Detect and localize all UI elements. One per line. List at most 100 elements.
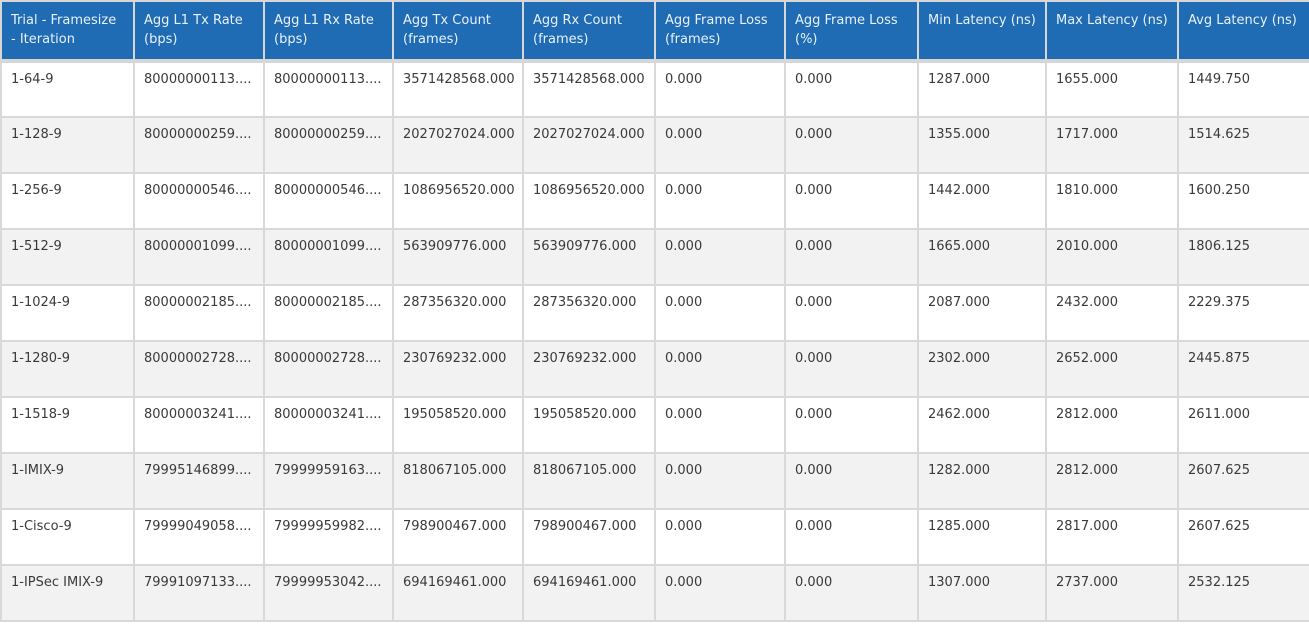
table-cell: 1810.000	[1045, 172, 1179, 230]
table-cell: 2812.000	[1045, 396, 1179, 454]
table-cell: 80000002185....	[133, 284, 265, 342]
table-cell: 230769232.000	[392, 340, 524, 398]
table-cell: 80000001099....	[263, 228, 394, 286]
table-cell: 0.000	[784, 396, 919, 454]
table-cell: 0.000	[654, 452, 786, 510]
table-cell: 1307.000	[917, 564, 1047, 622]
table-cell: 80000000259....	[133, 116, 265, 174]
table-row[interactable]: 1-128-9 80000000259.... 80000000259.... 202…	[0, 116, 1309, 174]
table-cell: 2812.000	[1045, 452, 1179, 510]
table-cell: 0.000	[784, 508, 919, 566]
table-cell: 1285.000	[917, 508, 1047, 566]
table-cell: 0.000	[784, 564, 919, 622]
table-cell: 1514.625	[1177, 116, 1309, 174]
table-cell: 1600.250	[1177, 172, 1309, 230]
table-row[interactable]: 1-512-9 80000001099.... 80000001099.... 563…	[0, 228, 1309, 286]
column-header-3[interactable]: Agg Tx Count (frames)	[392, 0, 524, 63]
table-cell: 1449.750	[1177, 60, 1309, 118]
table-cell: 0.000	[784, 340, 919, 398]
column-header-7[interactable]: Min Latency (ns)	[917, 0, 1047, 63]
table-cell: 80000000259....	[263, 116, 394, 174]
table-cell: 2607.625	[1177, 452, 1309, 510]
table-cell: 0.000	[654, 172, 786, 230]
table-cell: 1665.000	[917, 228, 1047, 286]
table-cell: 1-64-9	[0, 60, 135, 118]
table-cell: 1086956520.000	[522, 172, 656, 230]
table-cell: 694169461.000	[392, 564, 524, 622]
column-header-8[interactable]: Max Latency (ns)	[1045, 0, 1179, 63]
table-cell: 287356320.000	[392, 284, 524, 342]
table-cell: 1-1280-9	[0, 340, 135, 398]
table-cell: 0.000	[654, 60, 786, 118]
table-cell: 80000002728....	[133, 340, 265, 398]
table-cell: 1-Cisco-9	[0, 508, 135, 566]
table-cell: 195058520.000	[392, 396, 524, 454]
table-cell: 1442.000	[917, 172, 1047, 230]
table-cell: 80000000113....	[263, 60, 394, 118]
column-header-2[interactable]: Agg L1 Rx Rate (bps)	[263, 0, 394, 63]
table-cell: 1717.000	[1045, 116, 1179, 174]
table-row[interactable]: 1-Cisco-9 79999049058.... 79999959982.... 7…	[0, 508, 1309, 566]
table-cell: 0.000	[784, 284, 919, 342]
table-row[interactable]: 1-1280-9 80000002728.... 80000002728.... 23…	[0, 340, 1309, 398]
table-cell: 1-512-9	[0, 228, 135, 286]
table-header: Trial - Framesize - Iteration Agg L1 Tx R…	[0, 0, 1309, 63]
table-row[interactable]: 1-64-9 80000000113.... 80000000113.... 3571…	[0, 60, 1309, 118]
table-cell: 2462.000	[917, 396, 1047, 454]
table-cell: 79999953042....	[263, 564, 394, 622]
table-cell: 1287.000	[917, 60, 1047, 118]
table-row[interactable]: 1-IMIX-9 79995146899.... 79999959163.... 81…	[0, 452, 1309, 510]
table-cell: 80000000546....	[263, 172, 394, 230]
table-cell: 79999959982....	[263, 508, 394, 566]
table-cell: 2027027024.000	[392, 116, 524, 174]
table-cell: 563909776.000	[522, 228, 656, 286]
table-cell: 818067105.000	[522, 452, 656, 510]
table-cell: 0.000	[654, 284, 786, 342]
table-cell: 1355.000	[917, 116, 1047, 174]
table-cell: 2432.000	[1045, 284, 1179, 342]
table-cell: 2737.000	[1045, 564, 1179, 622]
table-cell: 798900467.000	[392, 508, 524, 566]
column-header-6[interactable]: Agg Frame Loss (%)	[784, 0, 919, 63]
table-cell: 80000003241....	[263, 396, 394, 454]
table-cell: 80000000113....	[133, 60, 265, 118]
table-cell: 0.000	[784, 452, 919, 510]
table-cell: 80000000546....	[133, 172, 265, 230]
column-header-4[interactable]: Agg Rx Count (frames)	[522, 0, 656, 63]
table-cell: 1-1024-9	[0, 284, 135, 342]
table-cell: 0.000	[654, 116, 786, 174]
table-cell: 80000003241....	[133, 396, 265, 454]
table-cell: 0.000	[784, 228, 919, 286]
table-body: 1-64-9 80000000113.... 80000000113.... 3571…	[0, 60, 1309, 622]
table-cell: 2229.375	[1177, 284, 1309, 342]
column-header-1[interactable]: Agg L1 Tx Rate (bps)	[133, 0, 265, 63]
table-cell: 0.000	[654, 508, 786, 566]
table-cell: 80000002185....	[263, 284, 394, 342]
table-cell: 2611.000	[1177, 396, 1309, 454]
table-cell: 195058520.000	[522, 396, 656, 454]
table-cell: 2532.125	[1177, 564, 1309, 622]
table-cell: 2010.000	[1045, 228, 1179, 286]
table-cell: 2445.875	[1177, 340, 1309, 398]
column-header-0[interactable]: Trial - Framesize - Iteration	[0, 0, 135, 63]
table-cell: 1-1518-9	[0, 396, 135, 454]
table-cell: 0.000	[784, 116, 919, 174]
table-cell: 79999049058....	[133, 508, 265, 566]
header-row: Trial - Framesize - Iteration Agg L1 Tx R…	[0, 0, 1309, 63]
table-cell: 1806.125	[1177, 228, 1309, 286]
table-cell: 1086956520.000	[392, 172, 524, 230]
table-cell: 2817.000	[1045, 508, 1179, 566]
column-header-9[interactable]: Avg Latency (ns)	[1177, 0, 1309, 63]
table-cell: 287356320.000	[522, 284, 656, 342]
table-cell: 818067105.000	[392, 452, 524, 510]
table-row[interactable]: 1-256-9 80000000546.... 80000000546.... 108…	[0, 172, 1309, 230]
table-row[interactable]: 1-1024-9 80000002185.... 80000002185.... 28…	[0, 284, 1309, 342]
column-header-5[interactable]: Agg Frame Loss (frames)	[654, 0, 786, 63]
table-cell: 2607.625	[1177, 508, 1309, 566]
table-row[interactable]: 1-1518-9 80000003241.... 80000003241.... 19…	[0, 396, 1309, 454]
table-cell: 1-256-9	[0, 172, 135, 230]
table-row[interactable]: 1-IPSec IMIX-9 79991097133.... 79999953042…	[0, 564, 1309, 622]
table-cell: 2027027024.000	[522, 116, 656, 174]
table-cell: 1-128-9	[0, 116, 135, 174]
